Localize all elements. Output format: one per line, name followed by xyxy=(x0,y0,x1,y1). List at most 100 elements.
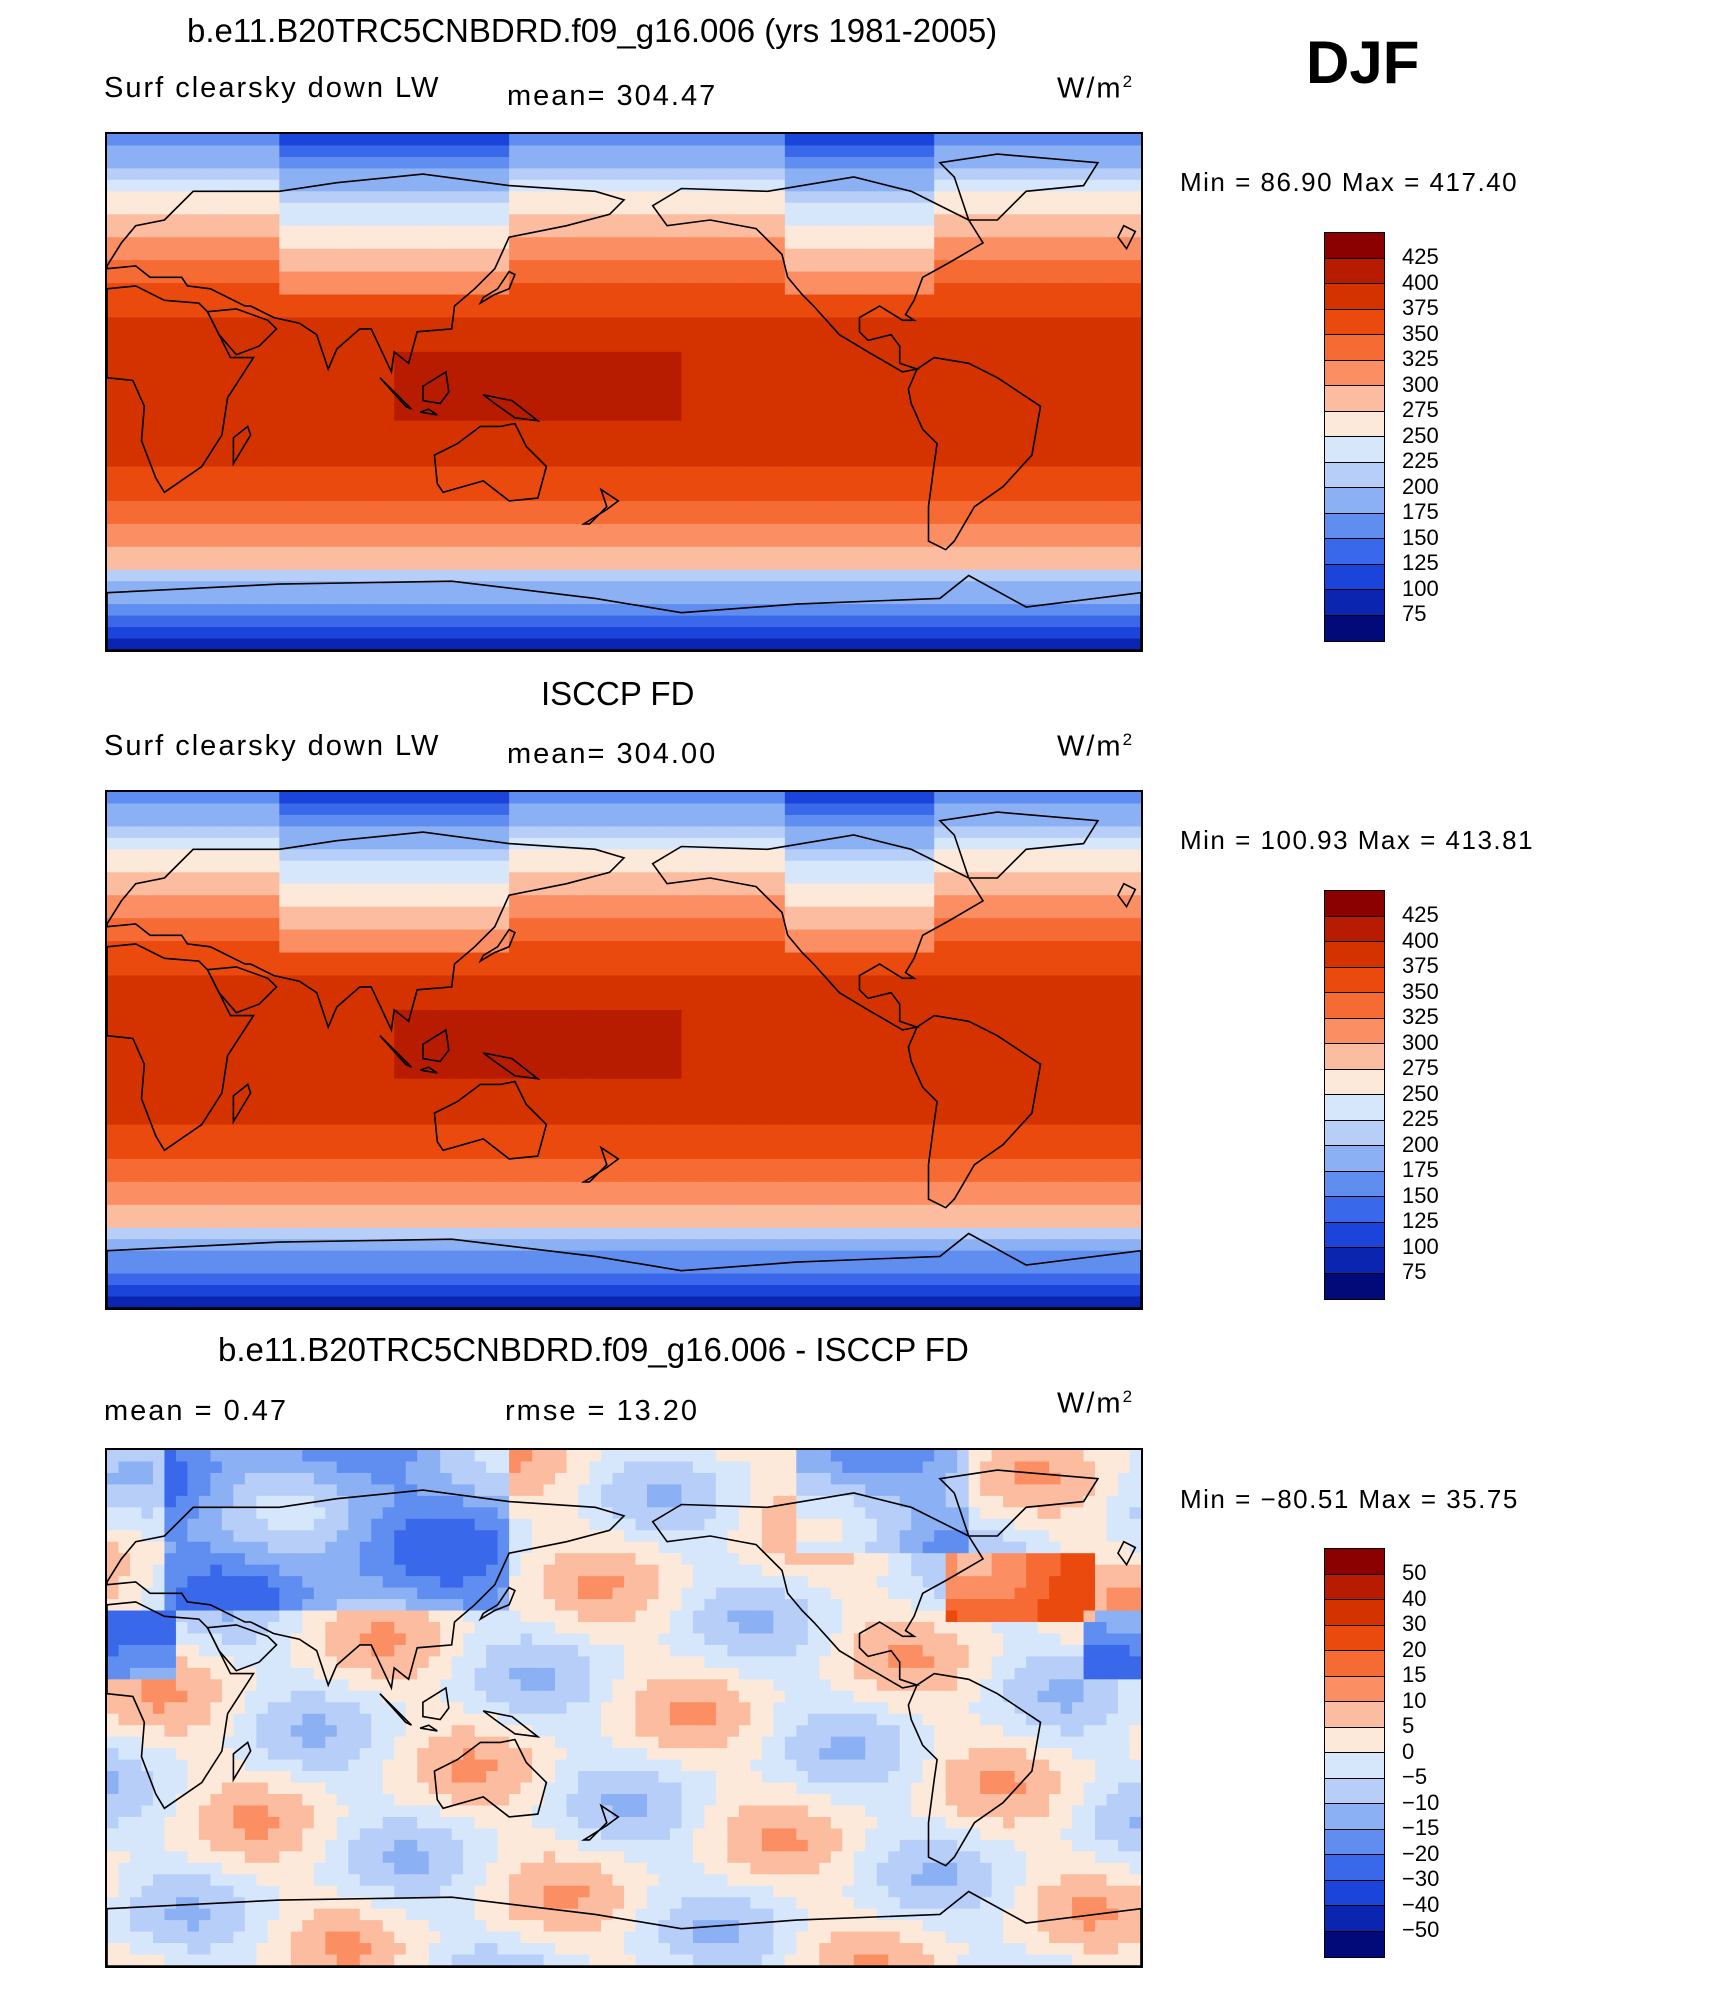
field-cell xyxy=(440,432,453,445)
field-cell xyxy=(1083,581,1096,594)
field-cell xyxy=(428,283,441,296)
field-cell xyxy=(497,134,510,147)
field-cell xyxy=(164,340,177,353)
field-cell xyxy=(888,409,901,422)
field-cell xyxy=(543,306,556,319)
field-cell xyxy=(428,306,441,319)
field-cell xyxy=(876,872,889,885)
field-cell xyxy=(382,500,395,513)
field-cell xyxy=(704,512,717,525)
field-cell xyxy=(945,225,958,238)
field-cell xyxy=(543,363,556,376)
field-cell xyxy=(107,156,120,169)
field-cell xyxy=(853,895,866,908)
field-cell xyxy=(520,872,533,885)
field-cell xyxy=(899,374,912,387)
field-cell xyxy=(1118,248,1131,261)
field-cell xyxy=(750,466,763,479)
field-cell xyxy=(107,420,120,433)
field-cell xyxy=(118,420,131,433)
field-cell xyxy=(635,872,648,885)
field-cell xyxy=(244,849,257,862)
field-cell xyxy=(313,523,326,536)
field-cell xyxy=(371,872,384,885)
field-cell xyxy=(738,340,751,353)
field-cell xyxy=(807,489,820,502)
field-cell xyxy=(359,466,372,479)
field-cell xyxy=(221,466,234,479)
field-cell xyxy=(313,134,326,147)
field-cell xyxy=(830,569,843,582)
panel-1-variable-label: Surf clearsky down LW xyxy=(104,72,441,104)
field-cell xyxy=(1014,792,1027,805)
field-cell xyxy=(669,409,683,422)
field-cell xyxy=(612,638,625,650)
field-cell xyxy=(704,317,717,330)
field-cell xyxy=(922,814,935,827)
field-cell xyxy=(980,569,993,582)
field-cell xyxy=(980,420,993,433)
field-cell xyxy=(876,604,889,617)
field-cell xyxy=(520,374,533,387)
field-cell xyxy=(107,409,120,422)
field-cell xyxy=(692,409,706,422)
field-cell xyxy=(520,883,533,896)
field-cell xyxy=(290,860,303,873)
field-cell xyxy=(187,294,200,307)
field-cell xyxy=(1003,826,1016,839)
field-cell xyxy=(819,168,832,181)
field-cell xyxy=(681,627,694,640)
field-cell xyxy=(474,627,487,640)
field-cell xyxy=(405,374,418,387)
field-cell xyxy=(1003,397,1016,410)
field-cell xyxy=(578,225,591,238)
field-cell xyxy=(359,179,372,192)
field-cell xyxy=(302,191,315,204)
field-cell xyxy=(371,523,384,536)
field-cell xyxy=(486,512,499,525)
field-cell xyxy=(853,569,866,582)
field-cell xyxy=(899,156,912,169)
field-cell xyxy=(210,374,223,387)
field-cell xyxy=(784,351,797,364)
field-cell xyxy=(129,328,143,341)
field-cell xyxy=(1060,386,1073,399)
field-cell xyxy=(566,478,579,491)
field-cell xyxy=(118,500,131,513)
field-cell xyxy=(509,168,522,181)
field-cell xyxy=(957,592,970,605)
field-cell xyxy=(313,409,326,422)
field-cell xyxy=(1072,432,1085,445)
field-cell xyxy=(348,283,361,296)
field-cell xyxy=(807,374,820,387)
field-cell xyxy=(210,604,223,617)
field-cell xyxy=(1026,558,1039,571)
field-cell xyxy=(1118,214,1131,227)
field-cell xyxy=(348,489,361,502)
field-cell xyxy=(520,420,533,433)
field-cell xyxy=(325,872,338,885)
field-cell xyxy=(382,317,395,330)
field-cell xyxy=(796,134,809,147)
field-cell xyxy=(911,523,924,536)
field-cell xyxy=(382,202,395,215)
field-cell xyxy=(198,592,211,605)
field-cell xyxy=(830,294,843,307)
field-cell xyxy=(141,615,154,628)
colorbar-segment xyxy=(1325,615,1384,641)
field-cell xyxy=(486,592,499,605)
field-cell xyxy=(440,134,453,147)
field-cell xyxy=(532,455,545,468)
field-cell xyxy=(543,386,556,399)
field-cell xyxy=(382,432,395,445)
field-cell xyxy=(221,134,234,147)
field-cell xyxy=(796,895,809,908)
field-cell xyxy=(325,558,338,571)
field-cell xyxy=(727,409,740,422)
field-cell xyxy=(888,340,901,353)
field-cell xyxy=(888,872,901,885)
field-cell xyxy=(876,443,889,456)
field-cell xyxy=(336,397,349,410)
field-cell xyxy=(750,500,763,513)
field-cell xyxy=(1003,294,1016,307)
